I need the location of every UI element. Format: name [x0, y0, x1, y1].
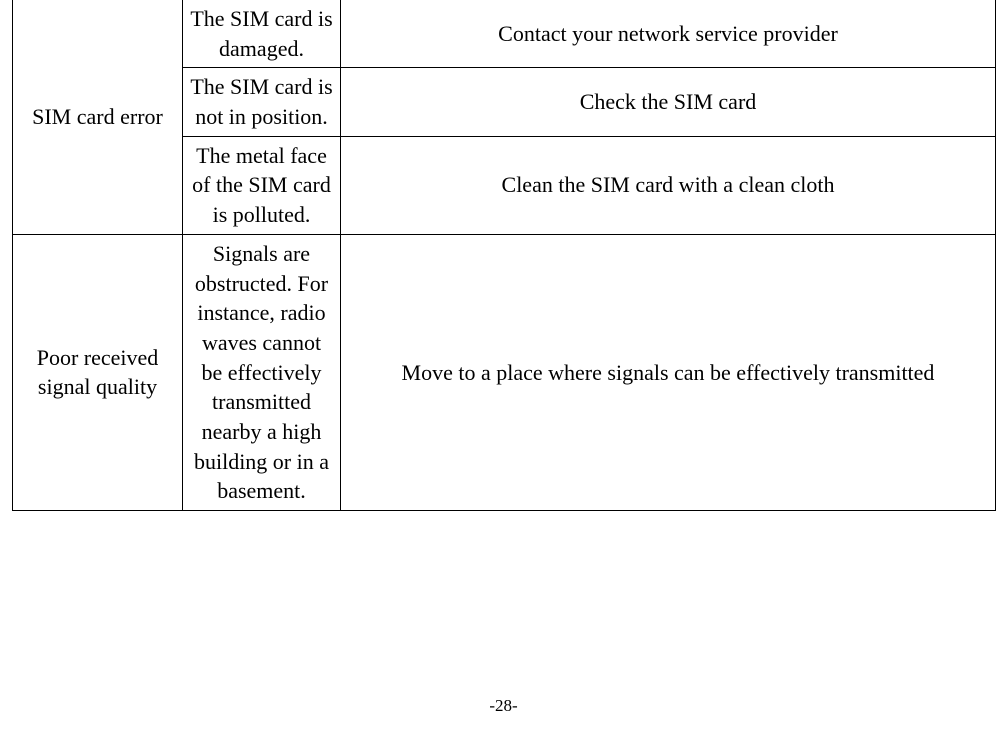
table-row: SIM card error The SIM card is damaged. …	[13, 0, 996, 68]
page-footer: -28-	[0, 696, 1007, 716]
cell-cause: The SIM card is damaged.	[183, 0, 341, 68]
table-row: Poor received signal quality Signals are…	[13, 234, 996, 510]
cell-solution: Contact your network service provider	[341, 0, 996, 68]
page: SIM card error The SIM card is damaged. …	[0, 0, 1007, 740]
cell-problem: SIM card error	[13, 0, 183, 234]
cell-solution: Move to a place where signals can be eff…	[341, 234, 996, 510]
cell-solution: Check the SIM card	[341, 68, 996, 136]
cell-problem: Poor received signal quality	[13, 234, 183, 510]
cell-cause: The SIM card is not in position.	[183, 68, 341, 136]
cell-solution: Clean the SIM card with a clean cloth	[341, 136, 996, 234]
page-number: -28-	[489, 696, 517, 715]
cell-cause: Signals are obstructed. For instance, ra…	[183, 234, 341, 510]
cell-cause: The metal face of the SIM card is pollut…	[183, 136, 341, 234]
troubleshooting-table: SIM card error The SIM card is damaged. …	[12, 0, 996, 511]
